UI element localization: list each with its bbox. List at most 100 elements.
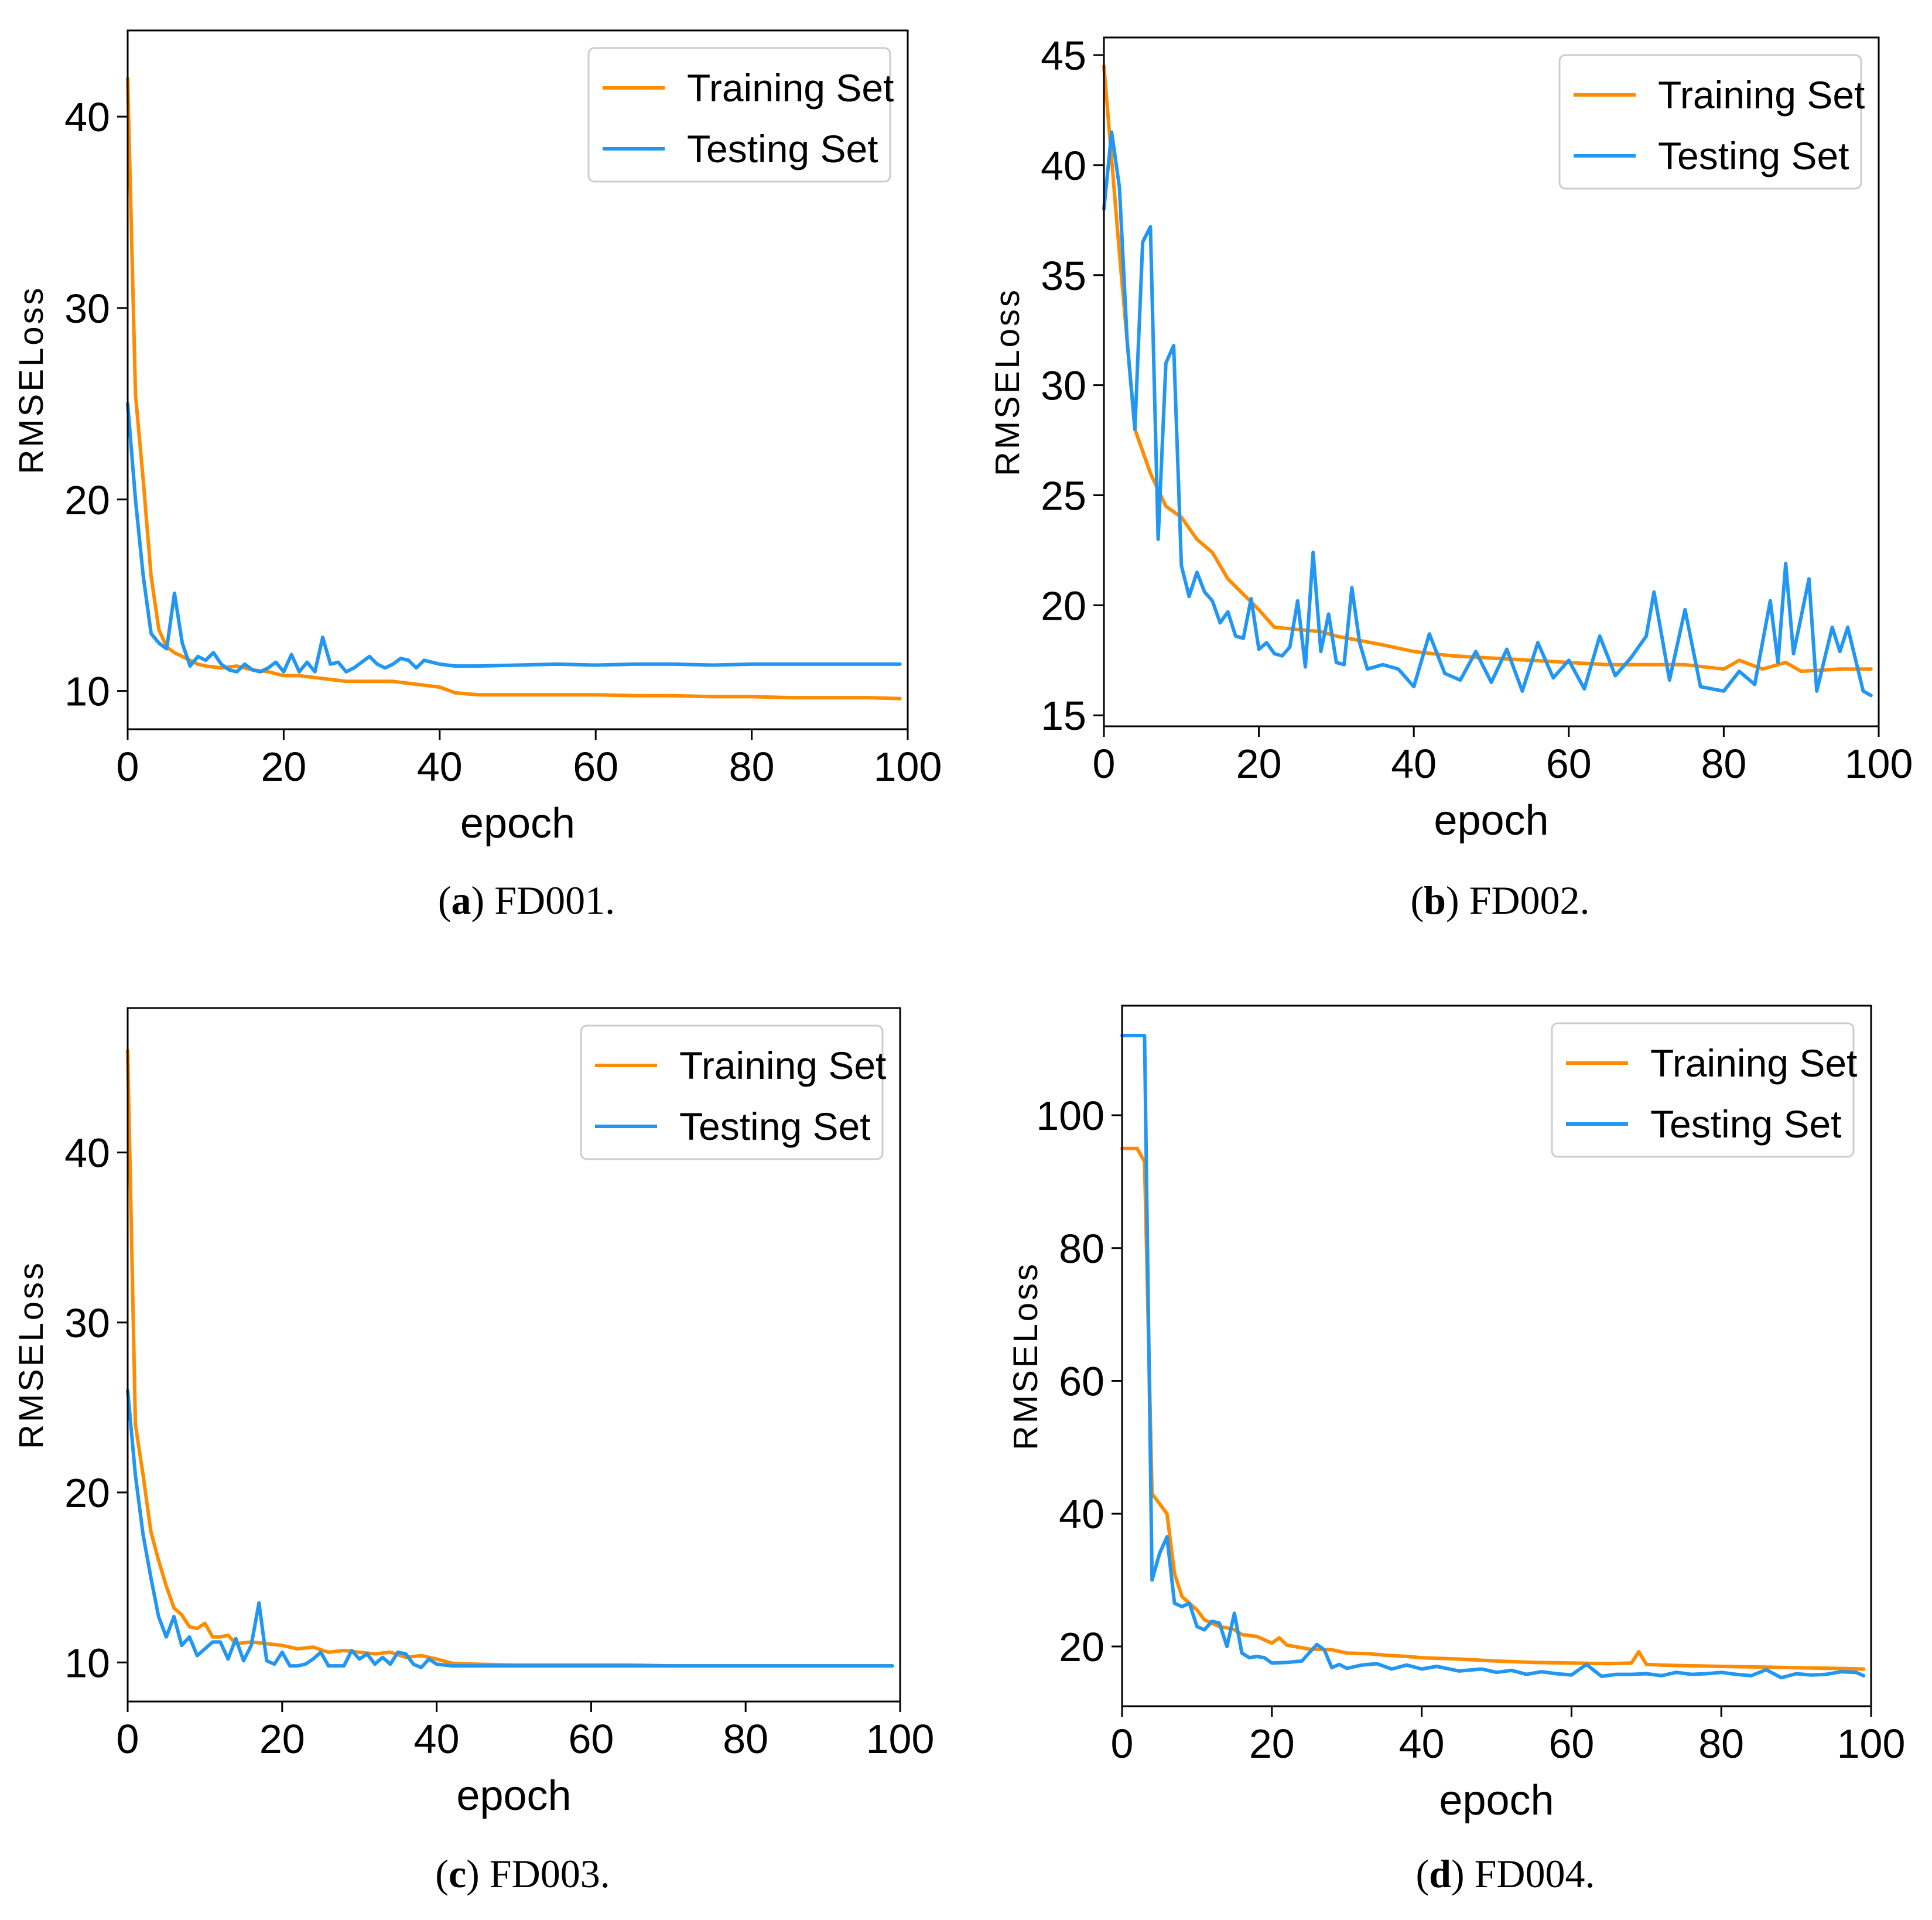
y-tick-label: 30 [64, 286, 110, 332]
legend-label: Training Set [679, 1044, 886, 1087]
panel-caption: (d) FD004. [1415, 1851, 1595, 1896]
x-axis-label: epoch [1439, 1777, 1554, 1824]
legend-label: Training Set [1658, 73, 1865, 117]
y-tick-label: 40 [1059, 1491, 1105, 1537]
x-tick-label: 100 [874, 744, 942, 790]
caption-paren-open: ( [438, 878, 452, 923]
legend-label: Testing Set [1658, 134, 1849, 177]
caption-paren-close: ) [466, 1851, 490, 1896]
caption-name: FD003. [490, 1851, 610, 1896]
y-tick-label: 25 [1041, 473, 1086, 518]
y-tick-label: 20 [64, 1470, 110, 1516]
y-tick-label: 45 [1041, 33, 1086, 78]
x-axis-label: epoch [460, 800, 575, 847]
y-tick-label: 20 [64, 477, 110, 523]
caption-paren-open: ( [435, 1851, 449, 1896]
x-tick-label: 100 [866, 1716, 935, 1762]
x-tick-label: 100 [1837, 1721, 1906, 1767]
series-line-testing [126, 1388, 894, 1669]
x-tick-label: 0 [117, 744, 139, 790]
caption-letter: a [452, 878, 471, 923]
chart-panel-a: 0 20 40 60 80 100 10 20 30 40 epoch RMSELoss Trainin… [12, 29, 942, 923]
y-axis-label: RMSELoss [12, 285, 50, 474]
y-tick-label: 15 [1041, 693, 1086, 739]
x-axis-label: epoch [1434, 797, 1548, 844]
legend: Training Set Testing Set [587, 47, 894, 183]
x-tick-label: 20 [1249, 1721, 1295, 1767]
caption-letter: b [1424, 878, 1446, 923]
legend-label: Testing Set [1650, 1102, 1842, 1146]
y-tick-label: 20 [1059, 1624, 1105, 1670]
y-tick-label: 10 [64, 1640, 110, 1686]
chart-panel-c: 0 20 40 60 80 100 10 20 30 40 epoch RMSELoss Trainin… [12, 1007, 935, 1896]
x-tick-label: 0 [1093, 741, 1116, 787]
y-tick-label: 35 [1041, 253, 1086, 299]
legend: Training Set Testing Set [1551, 1022, 1857, 1158]
y-axis-label: RMSELoss [989, 288, 1027, 476]
panel-caption: (c) FD003. [435, 1851, 610, 1896]
x-tick-label: 60 [1548, 1721, 1594, 1767]
series-line-testing [1102, 130, 1873, 698]
x-tick-label: 40 [1391, 741, 1437, 787]
x-tick-label: 20 [1236, 741, 1282, 787]
y-tick-label: 20 [1041, 583, 1086, 628]
caption-name: FD001. [494, 878, 615, 923]
y-tick-label: 80 [1059, 1226, 1105, 1272]
legend-label: Testing Set [687, 127, 878, 170]
x-tick-label: 20 [259, 1716, 305, 1762]
panel-caption: (b) FD002. [1410, 878, 1589, 923]
y-axis-label: RMSELoss [12, 1260, 50, 1449]
legend-label: Training Set [1650, 1041, 1857, 1085]
plot-frame [126, 29, 909, 730]
caption-paren-close: ) [471, 878, 495, 923]
x-tick-label: 80 [1701, 741, 1746, 787]
y-tick-label: 30 [64, 1300, 110, 1346]
chart-panel-d: 0 20 40 60 80 100 20 40 60 80 100 epoch RMSELoss Trai… [1007, 1005, 1906, 1896]
y-axis-label: RMSELoss [1007, 1262, 1045, 1450]
x-tick-label: 60 [1546, 741, 1592, 787]
series-line-training [1120, 1146, 1866, 1671]
legend: Training Set Testing Set [1558, 54, 1865, 190]
x-tick-label: 40 [1399, 1721, 1445, 1767]
series-line-testing [126, 402, 902, 674]
legend: Training Set Testing Set [580, 1024, 886, 1160]
x-tick-label: 0 [1111, 1721, 1134, 1767]
series-line-training [1102, 64, 1873, 674]
x-tick-label: 40 [414, 1716, 460, 1762]
x-tick-label: 60 [573, 744, 618, 790]
panel-caption: (a) FD001. [438, 878, 615, 923]
x-tick-label: 80 [1698, 1721, 1744, 1767]
x-tick-label: 40 [417, 744, 463, 790]
x-axis-label: epoch [456, 1772, 571, 1819]
y-tick-label: 40 [1041, 143, 1086, 189]
caption-paren-close: ) [1451, 1851, 1475, 1896]
caption-letter: c [449, 1851, 466, 1896]
chart-panel-b: 0 20 40 60 80 100 15 20 25 30 35 40 45 epoch RMSELoss T… [989, 33, 1913, 923]
caption-letter: d [1429, 1851, 1451, 1896]
caption-name: FD004. [1475, 1851, 1595, 1896]
series-line-testing [1120, 1034, 1866, 1680]
caption-name: FD002. [1469, 878, 1590, 923]
y-tick-label: 10 [64, 669, 110, 715]
y-tick-label: 40 [64, 94, 110, 140]
y-tick-label: 30 [1041, 363, 1086, 409]
caption-paren-close: ) [1446, 878, 1469, 923]
x-tick-label: 20 [261, 744, 306, 790]
y-tick-label: 60 [1059, 1359, 1105, 1405]
plot-frame [1121, 1005, 1872, 1707]
x-tick-label: 60 [568, 1716, 614, 1762]
x-tick-label: 0 [117, 1716, 139, 1762]
series-line-training [126, 76, 902, 701]
y-tick-label: 40 [64, 1130, 110, 1176]
legend-label: Testing Set [679, 1105, 871, 1148]
x-tick-label: 100 [1845, 741, 1913, 787]
y-tick-label: 100 [1036, 1093, 1105, 1139]
plot-frame [126, 1007, 901, 1703]
legend-label: Training Set [687, 66, 894, 110]
caption-paren-open: ( [1415, 1851, 1429, 1896]
plot-frame [1103, 36, 1880, 727]
x-tick-label: 80 [729, 744, 775, 790]
caption-paren-open: ( [1410, 878, 1424, 923]
x-tick-label: 80 [723, 1716, 768, 1762]
